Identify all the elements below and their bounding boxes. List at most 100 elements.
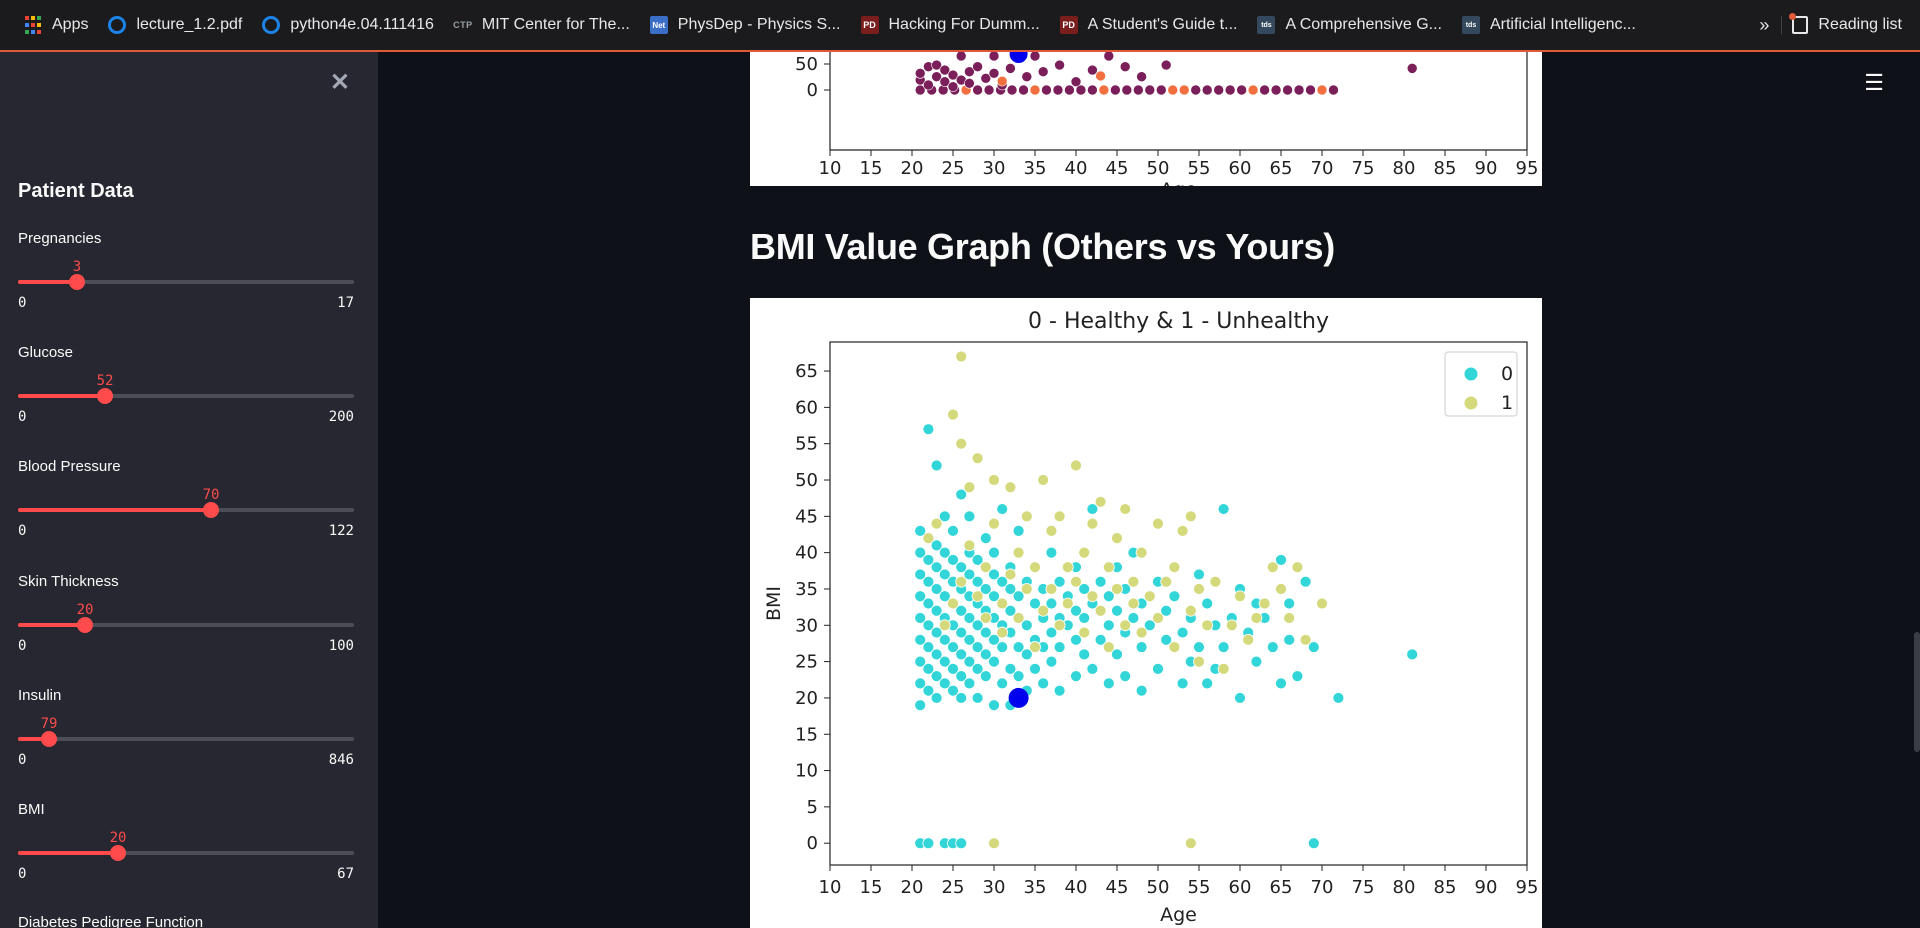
data-point xyxy=(1406,63,1418,74)
bookmark-label: PhysDep - Physics S... xyxy=(677,16,841,33)
data-point-class-0 xyxy=(1086,662,1099,675)
slider-track[interactable] xyxy=(18,502,354,518)
data-point-class-0 xyxy=(1053,684,1066,697)
hamburger-menu-icon[interactable]: ☰ xyxy=(1864,70,1884,95)
y-tick-label: 45 xyxy=(795,506,818,527)
data-point xyxy=(980,73,992,84)
data-point-class-0 xyxy=(988,633,1000,646)
data-point-class-0 xyxy=(955,670,968,683)
slider-track[interactable] xyxy=(18,731,354,747)
data-point xyxy=(1144,84,1156,96)
data-point xyxy=(1029,84,1041,96)
x-tick-label: 90 xyxy=(1475,158,1498,179)
data-point xyxy=(1037,66,1049,77)
data-point-class-0 xyxy=(963,568,976,581)
reading-list-button[interactable]: Reading list xyxy=(1781,13,1906,34)
data-point-class-1 xyxy=(996,597,1009,610)
data-point-class-0 xyxy=(1275,554,1287,566)
data-point-class-0 xyxy=(922,554,935,566)
bookmark-item[interactable]: tds Artificial Intelligenc... xyxy=(1452,9,1646,41)
data-point-class-0 xyxy=(947,662,959,675)
slider-track[interactable] xyxy=(18,274,354,290)
data-point-class-1 xyxy=(1127,575,1140,588)
more-bookmarks-button[interactable]: » xyxy=(1759,14,1770,35)
scrollbar-thumb[interactable] xyxy=(1914,632,1920,752)
slider-track[interactable] xyxy=(18,388,354,404)
slider-track[interactable] xyxy=(18,617,354,633)
slider-track[interactable] xyxy=(18,845,354,861)
data-point xyxy=(988,68,1000,79)
x-tick-label: 75 xyxy=(1352,877,1375,898)
data-point-class-0 xyxy=(1111,604,1123,617)
data-point-class-0 xyxy=(922,423,935,436)
data-point-class-0 xyxy=(1070,633,1082,646)
x-tick-label: 25 xyxy=(942,158,965,179)
slider-fill xyxy=(18,280,77,284)
bookmark-item[interactable]: tds A Comprehensive G... xyxy=(1247,9,1452,41)
data-point-class-0 xyxy=(1193,568,1205,581)
bookmark-item[interactable]: CTP MIT Center for The... xyxy=(444,9,640,41)
data-point-class-1 xyxy=(1037,474,1050,486)
slider-thumb[interactable] xyxy=(97,388,113,404)
slider-thumb[interactable] xyxy=(69,274,85,290)
data-point-class-0 xyxy=(1094,633,1107,646)
data-point-class-1 xyxy=(1201,619,1214,632)
data-point-class-1 xyxy=(971,590,984,603)
data-point-class-0 xyxy=(1176,677,1189,690)
data-point-class-1 xyxy=(955,350,968,363)
y-tick-label: 65 xyxy=(795,361,818,382)
data-point-class-1 xyxy=(988,517,1000,530)
slider-thumb[interactable] xyxy=(203,502,219,518)
x-tick-label: 85 xyxy=(1434,877,1457,898)
data-point xyxy=(1041,84,1052,96)
data-point xyxy=(1293,84,1305,96)
data-point-class-1 xyxy=(1061,561,1074,574)
data-point-class-1 xyxy=(1152,517,1164,530)
bookmark-item[interactable]: Net PhysDep - Physics S... xyxy=(640,9,851,41)
data-point-class-0 xyxy=(1119,670,1132,683)
data-point-class-0 xyxy=(1012,524,1025,537)
data-point-class-0 xyxy=(938,655,951,668)
data-point-class-0 xyxy=(971,692,984,704)
data-point xyxy=(1110,84,1121,96)
y-tick-label: 35 xyxy=(795,579,818,600)
x-tick-label: 65 xyxy=(1270,877,1293,898)
close-sidebar-button[interactable]: ✕ xyxy=(329,69,350,96)
slider-thumb[interactable] xyxy=(110,845,126,861)
data-point-class-0 xyxy=(1020,619,1033,632)
data-point-class-0 xyxy=(922,575,935,588)
data-point-class-1 xyxy=(996,626,1009,639)
slider-fill xyxy=(18,737,49,741)
data-point-class-1 xyxy=(1070,459,1082,472)
data-point-class-0 xyxy=(955,626,968,639)
bookmark-item[interactable]: PD A Student's Guide t... xyxy=(1050,9,1248,41)
x-tick-label: 45 xyxy=(1106,877,1129,898)
data-point-class-0 xyxy=(1307,641,1320,653)
slider-thumb[interactable] xyxy=(77,617,93,633)
data-point xyxy=(1178,84,1190,96)
y-tick-label: 30 xyxy=(795,615,818,636)
bookmark-item[interactable]: PD Hacking For Dumm... xyxy=(851,9,1050,41)
data-point-class-1 xyxy=(1078,626,1091,639)
data-point-class-0 xyxy=(955,648,968,661)
data-point-class-0 xyxy=(1168,590,1181,603)
data-point-class-0 xyxy=(922,597,935,610)
slider-value: 20 xyxy=(109,830,127,846)
bookmark-label: A Comprehensive G... xyxy=(1285,16,1442,33)
data-point xyxy=(1064,84,1075,96)
data-point-class-0 xyxy=(1086,503,1099,515)
slider-thumb[interactable] xyxy=(41,731,57,747)
data-point xyxy=(964,66,975,77)
slider-value: 3 xyxy=(72,259,82,275)
data-point-class-0 xyxy=(914,655,927,668)
data-point xyxy=(931,59,942,71)
data-point xyxy=(1087,84,1098,96)
bookmark-item[interactable]: python4e.04.111416 xyxy=(252,9,444,41)
data-point-class-0 xyxy=(1102,619,1115,632)
bookmark-apps[interactable]: Apps xyxy=(14,9,98,41)
data-point-class-1 xyxy=(1291,561,1304,574)
data-point-class-1 xyxy=(1012,612,1025,624)
data-point xyxy=(1021,71,1033,82)
bookmark-item[interactable]: lecture_1.2.pdf xyxy=(98,9,252,41)
data-point-class-1 xyxy=(1160,575,1173,588)
